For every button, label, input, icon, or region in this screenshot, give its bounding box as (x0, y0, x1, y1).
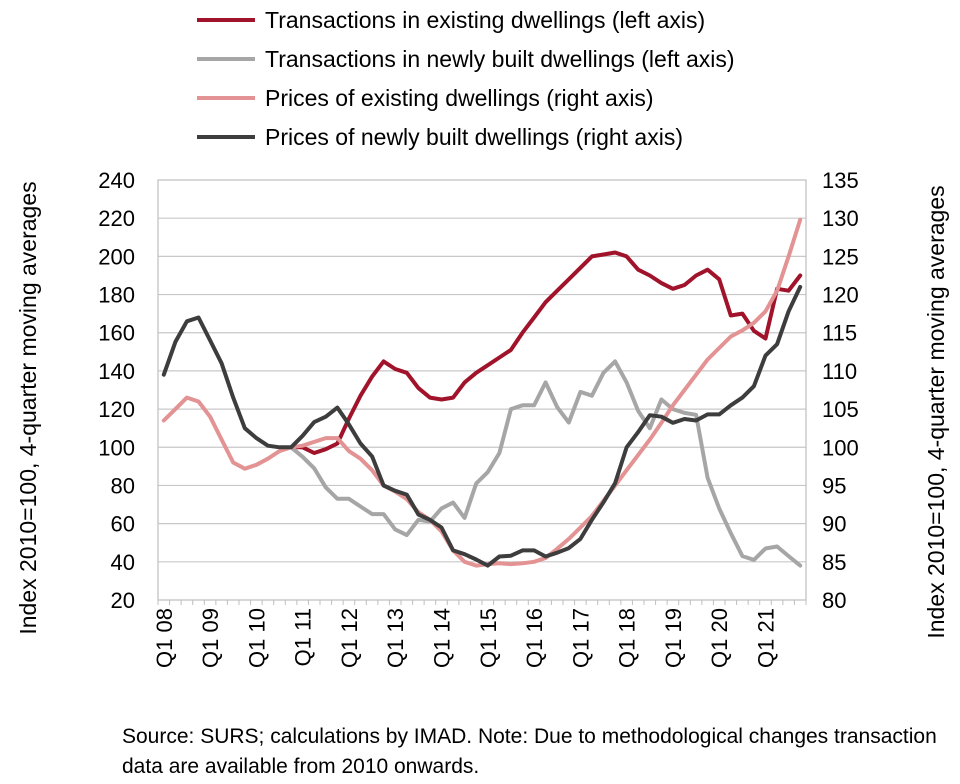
y-right-tick-label: 120 (822, 283, 859, 308)
line-chart: Q1 08 Q1 09 Q1 10 Q1 11 Q1 12 Q1 13 Q1 14 Q1 15… (15, 7, 949, 668)
legend-label-4: Prices of newly built dwellings (right a… (265, 124, 683, 150)
y-right-tick-label: 125 (822, 244, 859, 269)
y-axis-left-title: Index 2010=100, 4-quarter moving average… (15, 181, 41, 634)
y-left-tick-label: 240 (98, 168, 135, 193)
y-right-tick-label: 110 (822, 359, 857, 384)
y-axis-right-title: Index 2010=100, 4-quarter moving average… (923, 185, 949, 638)
x-tick-label: Q1 12 (337, 608, 362, 668)
y-left-tick-label: 20 (111, 588, 135, 613)
legend-label-3: Prices of existing dwellings (right axis… (265, 85, 654, 111)
x-tick-label: Q1 19 (661, 608, 686, 668)
x-tick-label: Q1 11 (291, 608, 316, 666)
y-left-tick-label: 60 (111, 512, 135, 537)
series-line-3 (161, 217, 803, 568)
series-line-4 (161, 284, 803, 568)
y-left-tick-label: 100 (98, 435, 135, 460)
x-tick-label: Q1 21 (754, 608, 779, 668)
x-tick-label: Q1 16 (522, 608, 547, 668)
plot-area (157, 179, 807, 601)
y-right-tick-label: 105 (822, 397, 859, 422)
x-tick-label: Q1 10 (244, 608, 269, 668)
y-right-tick-label: 115 (822, 321, 857, 346)
x-axis: Q1 08 Q1 09 Q1 10 Q1 11 Q1 12 Q1 13 Q1 14 Q1 15… (152, 600, 807, 668)
legend-label-1: Transactions in existing dwellings (left… (265, 7, 705, 33)
y-left-tick-label: 160 (98, 321, 135, 346)
x-tick-label: Q1 13 (383, 608, 408, 668)
y-left-tick-label: 140 (98, 359, 135, 384)
y-axis-left: 20 40 60 80 100 120 140 160 180 200 220 240 (98, 168, 135, 613)
source-note: Source: SURS; calculations by IMAD. Note… (122, 725, 937, 778)
y-right-tick-label: 95 (822, 473, 846, 498)
y-axis-right: 80 85 90 95 100 105 110 115 120 125 130 135 (822, 168, 859, 613)
x-tick-label: Q1 09 (198, 608, 223, 668)
y-left-tick-label: 40 (111, 550, 135, 575)
y-right-tick-label: 135 (822, 168, 859, 193)
x-tick-label: Q1 14 (430, 608, 455, 668)
x-tick-label: Q1 08 (152, 608, 177, 668)
legend-label-2: Transactions in newly built dwellings (l… (265, 46, 735, 72)
legend: Transactions in existing dwellings (left… (197, 7, 735, 150)
y-right-tick-label: 85 (822, 550, 846, 575)
series-line-1 (289, 250, 803, 455)
x-tick-label: Q1 17 (568, 608, 593, 668)
y-left-tick-label: 80 (111, 473, 135, 498)
y-right-tick-label: 100 (822, 435, 859, 460)
y-left-tick-label: 120 (98, 397, 135, 422)
x-tick-label: Q1 15 (476, 608, 501, 668)
y-right-tick-label: 130 (822, 206, 859, 231)
series-line-2 (289, 359, 803, 568)
y-right-tick-label: 90 (822, 512, 846, 537)
y-left-tick-label: 220 (98, 206, 135, 231)
x-tick-label: Q1 18 (615, 608, 640, 668)
y-right-tick-label: 80 (822, 588, 846, 613)
x-tick-label: Q1 20 (707, 608, 732, 668)
series-lines (161, 217, 803, 568)
y-left-tick-label: 180 (98, 283, 135, 308)
y-left-tick-label: 200 (98, 244, 135, 269)
